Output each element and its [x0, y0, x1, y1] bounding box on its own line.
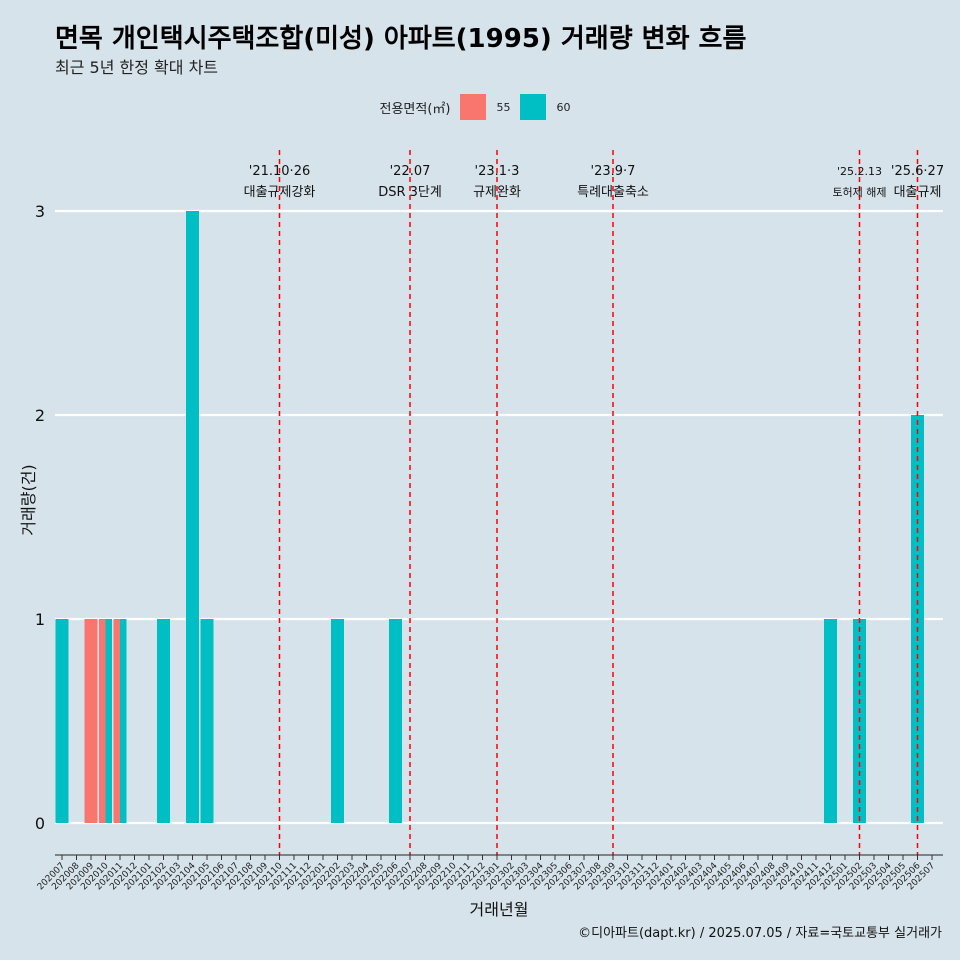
- bar-60-202102: [157, 619, 170, 823]
- event-date-label: '22.07: [390, 164, 431, 179]
- bar-60-202007: [55, 619, 69, 823]
- bar-60-202206: [389, 619, 402, 823]
- bar-60-202105: [200, 619, 214, 823]
- y-axis-title: 거래량(건): [19, 464, 38, 535]
- event-text-label: 대출규제강화: [244, 185, 316, 200]
- event-text-label: DSR 3단계: [378, 185, 442, 200]
- y-tick-label: 0: [35, 814, 45, 833]
- bar-60-202104: [186, 211, 199, 823]
- source-caption: ©디아파트(dapt.kr) / 2025.07.05 / 자료=국토교통부 실…: [578, 926, 942, 941]
- legend-key-55: [460, 94, 487, 120]
- y-tick-label: 1: [35, 610, 45, 629]
- event-date-label: '21.10·26: [249, 164, 310, 179]
- bar-55-202009: [84, 619, 98, 823]
- bar-55-202010: [99, 619, 106, 823]
- event-text-label: 대출규제: [894, 185, 942, 200]
- legend-label-55: 55: [496, 100, 511, 114]
- event-date-label: '23.1·3: [475, 164, 520, 179]
- y-tick-label: 3: [35, 202, 45, 221]
- legend-title: 전용면적(㎡): [379, 101, 451, 117]
- bar-60-202010: [105, 619, 112, 823]
- event-date-label: '23.9·7: [591, 164, 636, 179]
- chart-subtitle: 최근 5년 한정 확대 차트: [55, 58, 219, 77]
- legend-label-60: 60: [556, 100, 571, 114]
- legend: 전용면적(㎡) 55 60: [0, 94, 960, 120]
- y-tick-label: 2: [35, 406, 45, 425]
- event-text-label: 규제완화: [473, 185, 521, 200]
- bar-55-202011: [113, 619, 120, 823]
- event-date-label: '25.2.13: [837, 165, 882, 178]
- chart-title: 면목 개인택시주택조합(미성) 아파트(1995) 거래량 변화 흐름: [55, 24, 747, 54]
- x-axis-title: 거래년월: [470, 900, 529, 919]
- bar-60-202011: [120, 619, 127, 823]
- bar-60-202412: [824, 619, 837, 823]
- event-text-label: 특례대출축소: [577, 185, 649, 200]
- event-text-label: 토허제 해제: [832, 185, 886, 199]
- legend-key-60: [520, 94, 547, 120]
- bar-60-202202: [331, 619, 344, 823]
- event-date-label: '25.6·27: [891, 164, 944, 179]
